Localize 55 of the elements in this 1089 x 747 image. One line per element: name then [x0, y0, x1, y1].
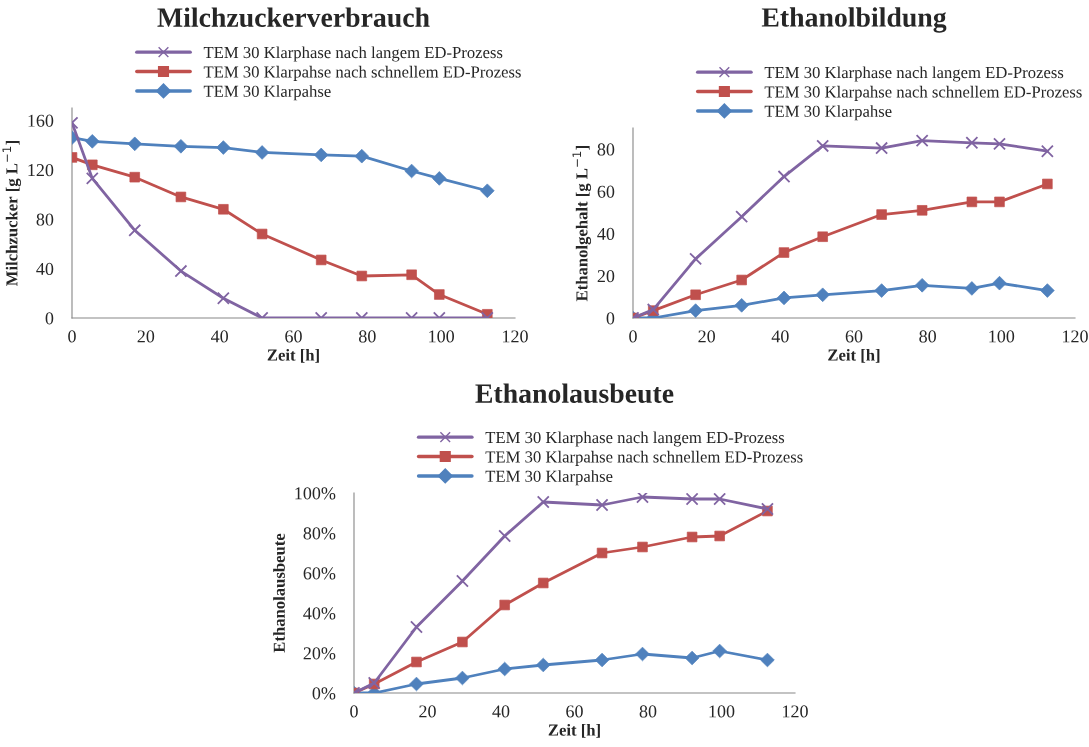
y-tick-label: 80 — [36, 213, 54, 226]
legend-label: TEM 30 Klarphase nach langem ED-Prozess — [485, 431, 785, 447]
x-tick-label: 120 — [783, 705, 808, 718]
y-tick-label: 40 — [597, 227, 615, 240]
chart-title: Ethanolbildung — [761, 7, 947, 33]
x-tick-label: 80 — [358, 330, 376, 343]
x-tick-label: 100 — [989, 330, 1015, 343]
y-tick-label: 40% — [303, 607, 336, 620]
y-tick-label: 0 — [606, 312, 615, 325]
y-axis-title: Milchzucker [g L$^{−1}$] — [2, 141, 22, 286]
chart-title: Milchzuckerverbrauch — [157, 7, 430, 28]
x-tick-label: 40 — [210, 330, 229, 343]
y-tick-label: 160 — [28, 114, 54, 127]
x-tick-label: 80 — [919, 330, 937, 343]
y-tick-label: 120 — [28, 164, 54, 177]
x-tick-label: 0 — [68, 330, 76, 343]
x-tick-label: 100 — [709, 705, 735, 718]
x-tick-label: 120 — [1063, 330, 1088, 343]
x-tick-label: 60 — [285, 330, 302, 343]
y-tick-label: 0% — [312, 687, 336, 700]
x-tick-label: 40 — [492, 705, 510, 718]
y-tick-label: 80 — [597, 143, 615, 156]
legend-label: TEM 30 Klarpahse nach schnellem ED-Prozess — [203, 65, 521, 81]
y-tick-label: 60% — [303, 567, 336, 580]
y-axis-title: Ethanolausbeute — [273, 533, 285, 653]
y-tick-label: 40 — [36, 262, 54, 276]
y-axis-title: Ethanolgehalt [g L$^{−1}$] — [572, 145, 592, 302]
legend-label: TEM 30 Klarpahse — [764, 105, 892, 121]
legend-label: TEM 30 Klarpahse nach schnellem ED-Prozess — [764, 85, 1082, 101]
legend-label: TEM 30 Klarpahse — [485, 470, 613, 486]
chart-title: Ethanolausbeute — [475, 383, 674, 404]
x-axis-title: Zeit [h] — [267, 348, 319, 363]
legend-label: TEM 30 Klarphase nach langem ED-Prozess — [203, 46, 503, 62]
y-tick-label: 80% — [303, 527, 336, 540]
y-tick-label: 0 — [45, 312, 54, 325]
x-tick-label: 20 — [419, 705, 436, 718]
x-tick-label: 0 — [629, 330, 637, 343]
x-tick-label: 60 — [566, 705, 583, 718]
x-tick-label: 120 — [503, 330, 528, 343]
x-tick-label: 100 — [429, 330, 455, 343]
x-tick-label: 60 — [845, 330, 863, 343]
x-tick-label: 80 — [639, 705, 657, 718]
y-tick-label: 60 — [597, 185, 615, 198]
y-tick-label: 100% — [295, 487, 336, 500]
legend-label: TEM 30 Klarpahse nach schnellem ED-Prozess — [485, 450, 803, 466]
x-tick-label: 40 — [771, 330, 789, 343]
legend-label: TEM 30 Klarphase nach langem ED-Prozess — [764, 66, 1064, 82]
x-tick-label: 20 — [137, 330, 155, 343]
x-tick-label: 20 — [698, 330, 716, 343]
x-axis-title: Zeit [h] — [548, 723, 600, 738]
legend-label: TEM 30 Klarpahse — [203, 85, 331, 101]
y-tick-label: 20 — [597, 270, 615, 283]
x-tick-label: 0 — [350, 705, 358, 718]
y-tick-label: 20% — [303, 647, 336, 660]
x-axis-title: Zeit [h] — [828, 348, 880, 363]
